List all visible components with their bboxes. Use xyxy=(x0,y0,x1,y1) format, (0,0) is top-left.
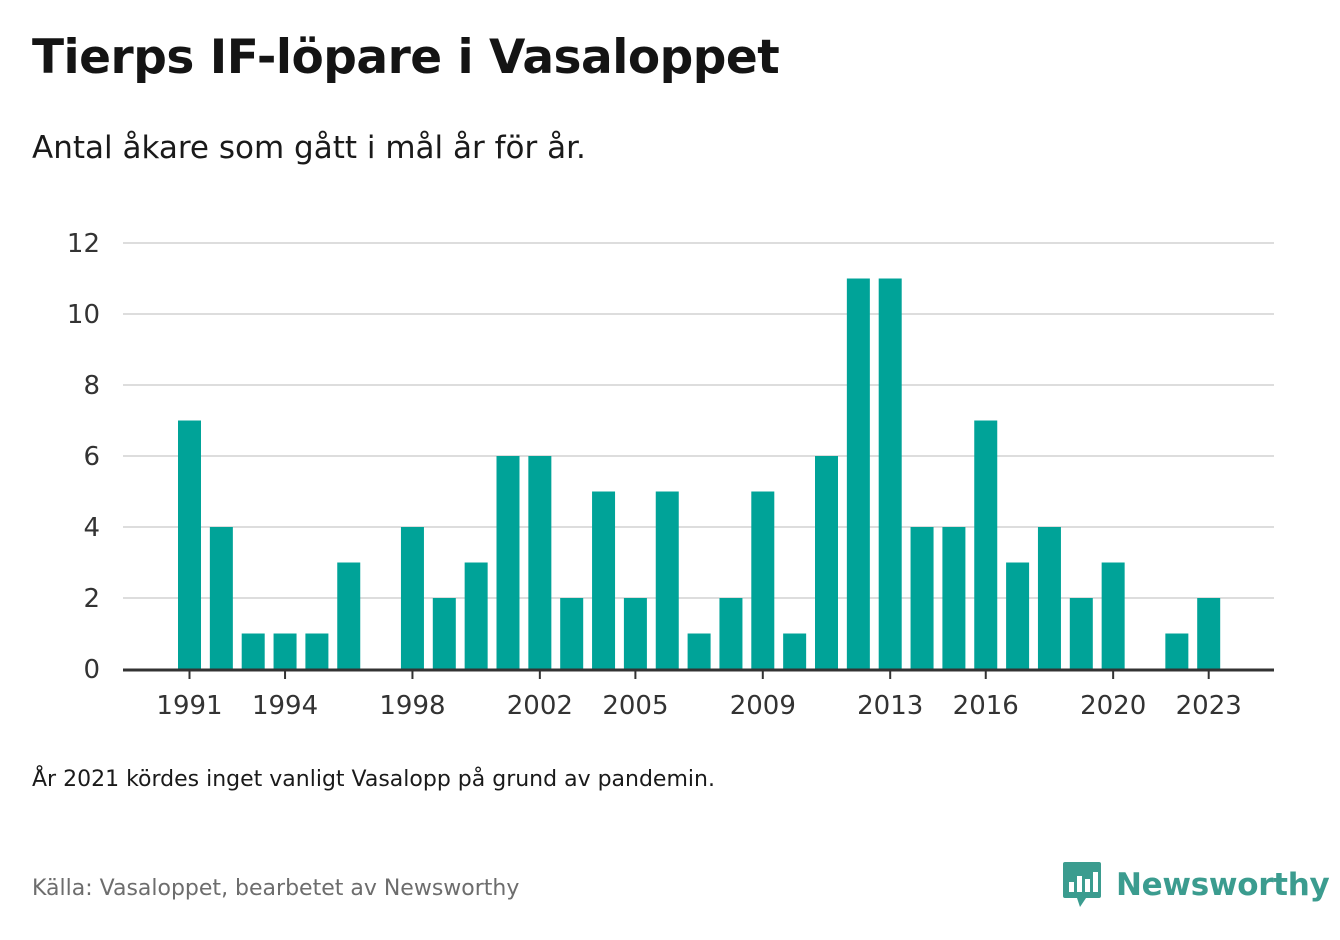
x-tick-label: 2005 xyxy=(602,691,668,721)
brand-name: Newsworthy xyxy=(1116,867,1330,903)
bar-2002[interactable] xyxy=(528,456,552,669)
x-tick-label: 1994 xyxy=(252,691,318,721)
bar-2022[interactable] xyxy=(1165,633,1189,670)
bar-2007[interactable] xyxy=(687,633,711,670)
x-tick-label: 2002 xyxy=(507,691,573,721)
y-tick-label: 2 xyxy=(83,584,100,614)
bar-2012[interactable] xyxy=(846,278,870,670)
x-tick-label: 2009 xyxy=(730,691,796,721)
bar-2019[interactable] xyxy=(1069,598,1093,669)
y-tick-label: 6 xyxy=(83,442,100,472)
chart-subtitle: Antal åkare som gått i mål år för år. xyxy=(32,130,586,166)
bar-1998[interactable] xyxy=(400,527,424,669)
bar-2003[interactable] xyxy=(560,598,584,669)
bar-1995[interactable] xyxy=(305,633,329,670)
y-tick-label: 4 xyxy=(83,513,100,543)
bar-2004[interactable] xyxy=(592,491,616,670)
source-text: Källa: Vasaloppet, bearbetet av Newswort… xyxy=(32,876,520,901)
bar-chart: 0 2 4 6 8 10 12 1991 1994 1998 2002 2005 2009 2013 20… xyxy=(67,229,1274,721)
y-tick-label: 12 xyxy=(67,229,100,259)
bar-2023[interactable] xyxy=(1197,598,1221,669)
bars xyxy=(178,278,1221,670)
newsworthy-logo-icon xyxy=(1063,862,1101,907)
y-tick-label: 8 xyxy=(83,371,100,401)
x-axis xyxy=(123,668,1274,679)
bar-2018[interactable] xyxy=(1037,527,1061,669)
chart-note: År 2021 kördes inget vanligt Vasalopp på… xyxy=(32,767,715,792)
x-tick-label: 1998 xyxy=(379,691,445,721)
bar-1994[interactable] xyxy=(273,633,297,670)
bar-2005[interactable] xyxy=(623,598,647,669)
bar-2006[interactable] xyxy=(655,491,679,670)
bar-1991[interactable] xyxy=(178,420,201,670)
bar-2017[interactable] xyxy=(1006,562,1030,670)
bar-2001[interactable] xyxy=(496,456,520,669)
bar-2013[interactable] xyxy=(878,278,902,670)
bar-2009[interactable] xyxy=(751,491,775,670)
bar-1993[interactable] xyxy=(241,633,265,670)
bar-2000[interactable] xyxy=(464,562,488,670)
bar-2014[interactable] xyxy=(910,527,934,669)
gridlines xyxy=(123,242,1274,599)
x-tick-label: 2013 xyxy=(857,691,923,721)
bar-2015[interactable] xyxy=(942,527,966,669)
x-tick-label: 2020 xyxy=(1080,691,1146,721)
bar-2011[interactable] xyxy=(815,456,838,669)
y-axis-labels: 0 2 4 6 8 10 12 xyxy=(67,229,100,685)
bar-1999[interactable] xyxy=(432,598,456,669)
bar-1992[interactable] xyxy=(209,527,233,669)
bar-2010[interactable] xyxy=(783,633,807,670)
x-tick-label: 2023 xyxy=(1176,691,1242,721)
newsworthy-logo[interactable]: Newsworthy xyxy=(1062,860,1330,910)
bar-2016[interactable] xyxy=(974,420,998,670)
bar-2020[interactable] xyxy=(1101,562,1125,670)
y-tick-label: 0 xyxy=(83,655,100,685)
x-axis-labels: 1991 1994 1998 2002 2005 2009 2013 2016 2020 2023 xyxy=(156,691,1241,721)
bar-2008[interactable] xyxy=(719,598,743,669)
chart-title: Tierps IF-löpare i Vasaloppet xyxy=(32,30,780,85)
x-tick-label: 2016 xyxy=(953,691,1019,721)
y-tick-label: 10 xyxy=(67,300,100,330)
x-tick-label: 1991 xyxy=(156,691,222,721)
bar-1996[interactable] xyxy=(337,562,361,670)
